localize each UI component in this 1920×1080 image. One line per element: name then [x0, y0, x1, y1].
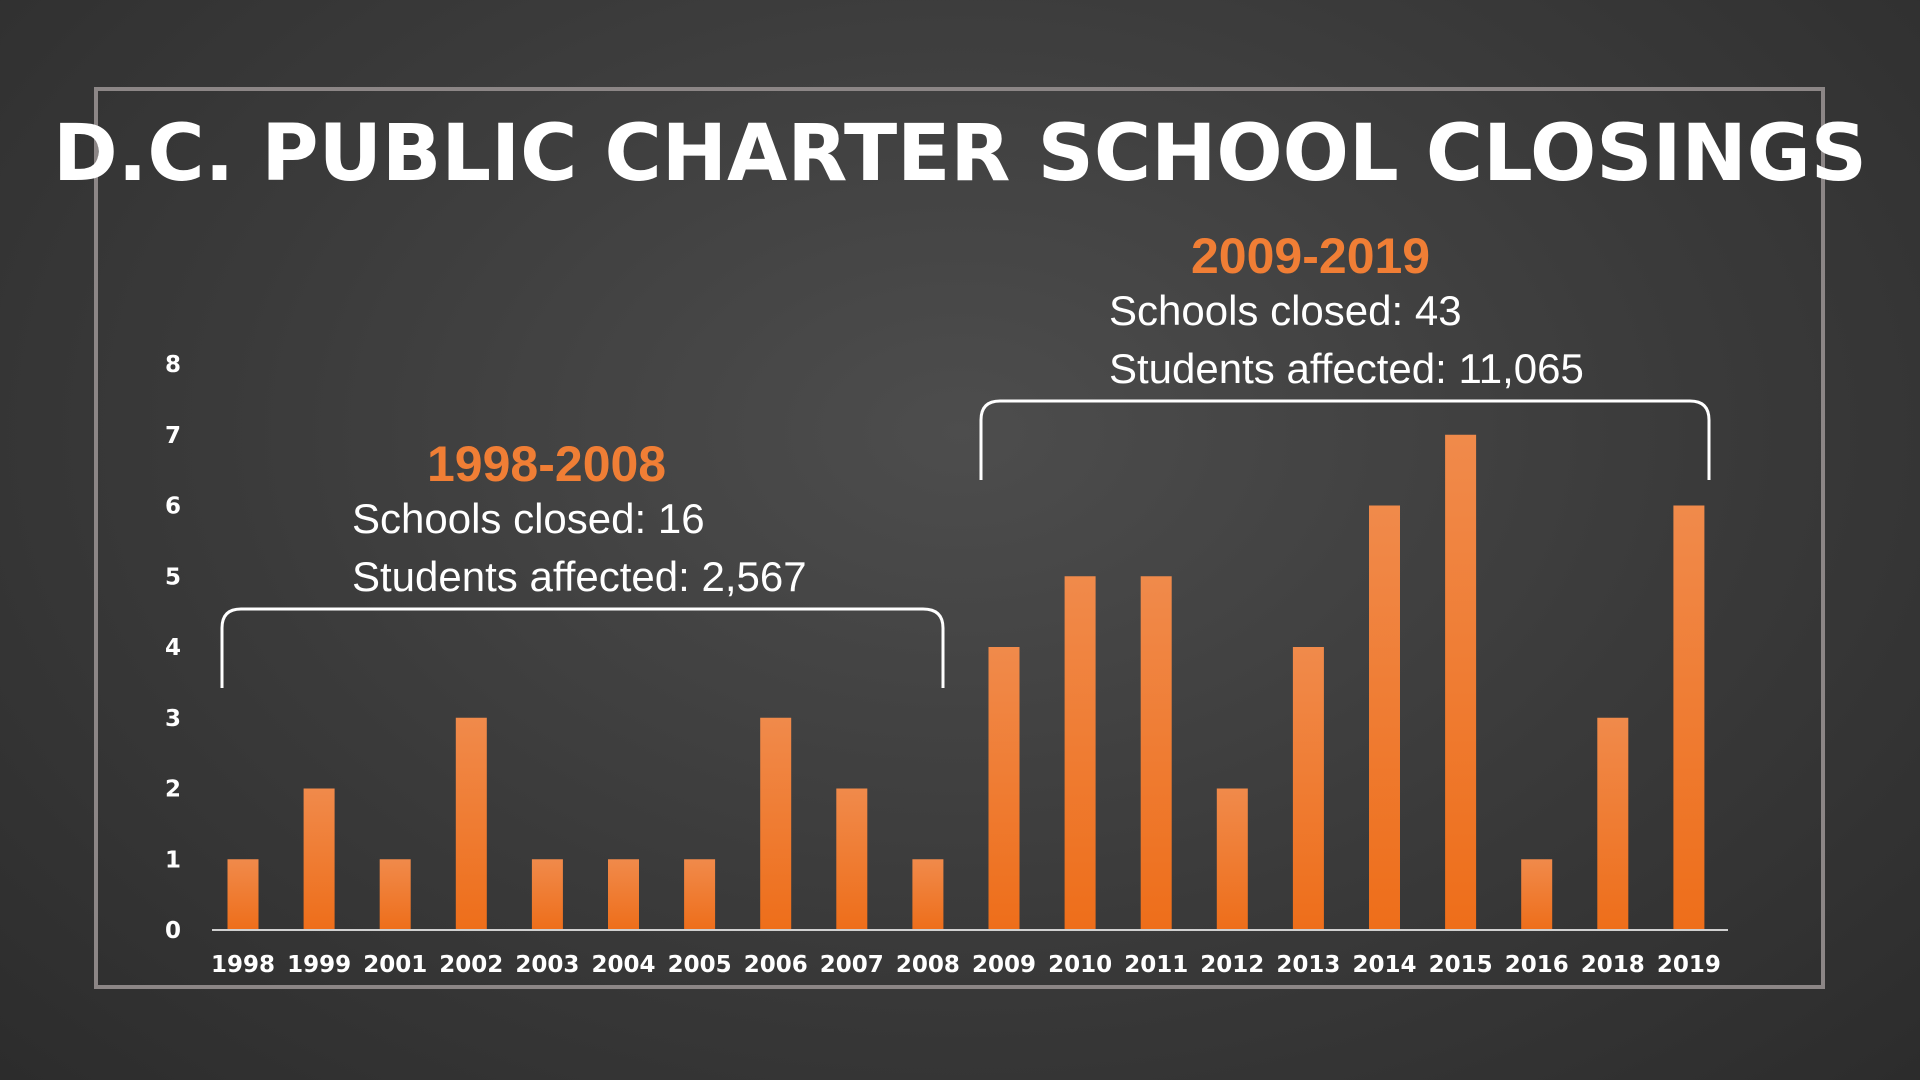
x-tick-label-2004: 2004 — [591, 952, 655, 978]
y-axis-ticks: 0 1 2 3 4 5 6 7 8 — [165, 352, 181, 944]
bar-2007 — [836, 788, 868, 930]
x-tick-label-2001: 2001 — [363, 952, 427, 978]
bar-2004 — [608, 859, 639, 930]
x-axis-ticks: 1998 1999 2001 2002 2003 2004 2005 2006 2007 2008… — [211, 952, 1721, 978]
bar-2016 — [1521, 859, 1553, 930]
x-tick-label-2011: 2011 — [1124, 952, 1188, 978]
bar-2005 — [684, 859, 716, 930]
y-tick-label: 8 — [165, 352, 181, 378]
bar-2010 — [1064, 576, 1096, 930]
students-affected-1998-2008: Students affected: 2,567 — [352, 553, 807, 600]
y-tick-label: 2 — [165, 777, 181, 803]
bar-2015 — [1445, 434, 1477, 930]
bracket-2009-2019 — [979, 399, 1711, 480]
bar-1999 — [303, 788, 335, 930]
period-label-2009-2019: 2009-2019 — [1191, 228, 1431, 284]
x-tick-label-1999: 1999 — [287, 952, 351, 978]
x-tick-label-2008: 2008 — [896, 952, 960, 978]
y-tick-label: 5 — [165, 564, 181, 590]
y-tick-label: 3 — [165, 706, 181, 732]
bar-2009 — [988, 647, 1020, 930]
chart-title: D.C. PUBLIC CHARTER SCHOOL CLOSINGS — [53, 109, 1867, 199]
x-tick-label-2018: 2018 — [1581, 952, 1645, 978]
bar-1998 — [227, 859, 259, 930]
y-tick-label: 0 — [165, 918, 181, 944]
bar-2003 — [531, 859, 563, 930]
y-tick-label: 6 — [165, 494, 181, 520]
bar-2014 — [1369, 505, 1400, 930]
x-tick-label-1998: 1998 — [211, 952, 275, 978]
bar-2006 — [760, 717, 792, 930]
bars — [227, 434, 1705, 930]
period-label-1998-2008: 1998-2008 — [427, 436, 667, 492]
chart-frame — [94, 87, 1825, 989]
x-tick-label-2002: 2002 — [439, 952, 503, 978]
x-tick-label-2013: 2013 — [1276, 952, 1340, 978]
x-tick-label-2015: 2015 — [1429, 952, 1493, 978]
x-tick-label-2007: 2007 — [820, 952, 884, 978]
bar-2019 — [1673, 505, 1705, 930]
bar-2012 — [1216, 788, 1248, 930]
bar-2013 — [1292, 647, 1324, 930]
y-tick-label: 1 — [165, 847, 181, 873]
bracket-1998-2008 — [220, 607, 945, 688]
x-tick-label-2012: 2012 — [1200, 952, 1264, 978]
x-tick-label-2003: 2003 — [515, 952, 579, 978]
bar-2018 — [1597, 717, 1629, 930]
x-tick-label-2019: 2019 — [1657, 952, 1721, 978]
x-tick-label-2005: 2005 — [668, 952, 732, 978]
schools-closed-1998-2008: Schools closed: 16 — [352, 495, 705, 542]
bar-2002 — [455, 717, 487, 930]
students-affected-2009-2019: Students affected: 11,065 — [1109, 345, 1584, 392]
y-tick-label: 4 — [165, 635, 181, 661]
x-tick-label-2014: 2014 — [1352, 952, 1416, 978]
bar-2008 — [912, 859, 944, 930]
x-tick-label-2010: 2010 — [1048, 952, 1112, 978]
x-tick-label-2009: 2009 — [972, 952, 1036, 978]
x-tick-label-2016: 2016 — [1505, 952, 1569, 978]
schools-closed-2009-2019: Schools closed: 43 — [1109, 287, 1462, 334]
bar-2001 — [379, 859, 411, 930]
bar-2011 — [1140, 576, 1172, 930]
x-tick-label-2006: 2006 — [744, 952, 808, 978]
y-tick-label: 7 — [165, 423, 181, 449]
